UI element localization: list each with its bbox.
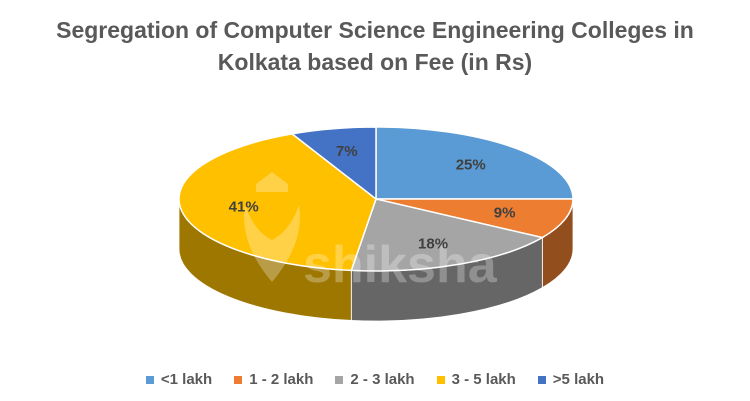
legend-item-3-5-lakh: 3 - 5 lakh [436, 371, 516, 388]
chart-title: Segregation of Computer Science Engineer… [0, 14, 750, 78]
legend: <1 lakh 1 - 2 lakh 2 - 3 lakh 3 - 5 lakh >5 … [0, 371, 750, 388]
legend-item-lt-1-lakh: <1 lakh [145, 371, 213, 388]
data-label-lt-1-lakh: 25% [456, 156, 486, 173]
shiksha-logo-icon [244, 172, 300, 282]
legend-label: <1 lakh [160, 371, 213, 388]
pie-labels: 25% 9% 18% 41% 7% [229, 143, 516, 252]
pie-sides [178, 198, 574, 322]
chart-title-line-1: Segregation of Computer Science Engineer… [56, 17, 694, 43]
legend-swatch [234, 375, 243, 384]
shiksha-watermark: shiksha [244, 172, 498, 294]
pie-slice-gt-5-lakh [290, 126, 377, 201]
data-label-3-5-lakh: 41% [229, 199, 259, 216]
data-label-1-2-lakh: 9% [494, 205, 516, 222]
legend-item-1-2-lakh: 1 - 2 lakh [234, 371, 313, 388]
chart-title-line-2: Kolkata based on Fee (in Rs) [217, 49, 533, 75]
legend-item-gt-5-lakh: >5 lakh [537, 371, 605, 388]
legend-label: 3 - 5 lakh [451, 371, 516, 388]
data-label-2-3-lakh: 18% [418, 235, 448, 252]
pie-slice-2-3-lakh [350, 198, 545, 272]
pie-tops [178, 126, 574, 272]
data-label-gt-5-lakh: 7% [336, 143, 358, 160]
pie-slice-lt-1-lakh [375, 126, 574, 200]
legend-swatch [145, 375, 154, 384]
watermark-text: shiksha [303, 236, 498, 294]
legend-label: 2 - 3 lakh [350, 371, 415, 388]
pie-slice-3-5-lakh [178, 133, 377, 272]
pie-slice-1-2-lakh [375, 198, 574, 239]
legend-label: 1 - 2 lakh [249, 371, 314, 388]
legend-swatch [335, 375, 344, 384]
legend-label: >5 lakh [552, 371, 605, 388]
legend-swatch [436, 375, 445, 384]
legend-swatch [537, 375, 546, 384]
legend-item-2-3-lakh: 2 - 3 lakh [335, 371, 415, 388]
